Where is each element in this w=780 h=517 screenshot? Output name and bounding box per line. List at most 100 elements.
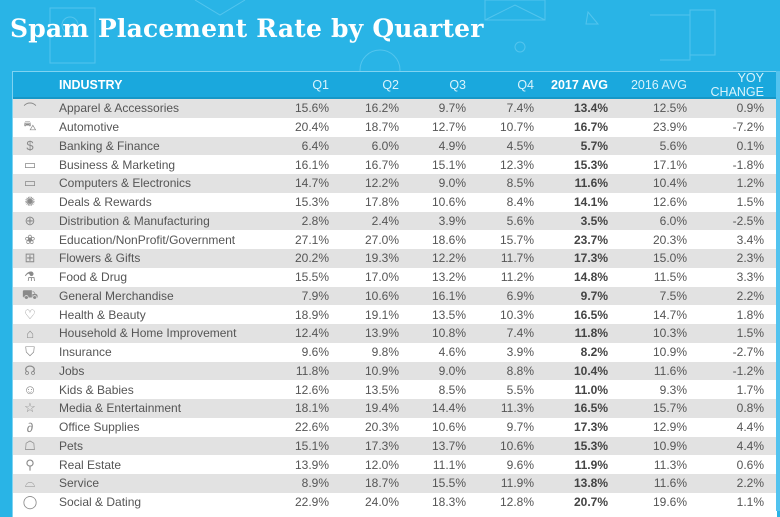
cell-avg2017: 11.9% [574, 457, 608, 472]
cell-avg2016: 20.3% [652, 232, 687, 247]
cell-avg2016: 10.3% [652, 326, 687, 341]
cell-q1: 8.9% [301, 476, 329, 491]
cell-q2: 13.5% [364, 382, 399, 397]
industry-name: Deals & Rewards [59, 195, 152, 210]
monitor-icon: ▭ [23, 175, 37, 191]
cell-q2: 19.4% [364, 401, 399, 416]
cell-avg2016: 23.9% [652, 120, 687, 135]
cell-avg2017: 11.6% [574, 176, 608, 191]
cell-q2: 17.8% [364, 195, 399, 210]
industry-name: Social & Dating [59, 495, 142, 510]
cell-q3: 16.1% [431, 288, 466, 303]
cell-avg2016: 15.7% [652, 401, 687, 416]
cell-q2: 19.1% [364, 307, 399, 322]
table-row: ⌓ Service 8.9% 18.7% 15.5% 11.9% 13.8% 11.6% 2.2… [13, 474, 777, 493]
cell-q1: 6.4% [301, 138, 329, 153]
column-header-q1: Q1 [312, 77, 329, 92]
cell-q4: 6.9% [506, 288, 534, 303]
cell-avg2016: 5.6% [659, 138, 687, 153]
cell-q1: 15.6% [294, 101, 329, 116]
spam-placement-table: INDUSTRY Q1 Q2 Q3 Q4 2017 AVG 2016 AVG Y… [12, 71, 777, 517]
cell-q4: 9.7% [506, 420, 534, 435]
cell-q2: 19.3% [364, 251, 399, 266]
cell-q1: 20.4% [294, 120, 329, 135]
table-row: ⛍ Automotive 20.4% 18.7% 12.7% 10.7% 16.7% 23.9… [13, 117, 777, 137]
cell-q1: 12.6% [294, 382, 329, 397]
cell-yoy: 1.8% [736, 307, 764, 322]
cell-q2: 16.7% [364, 157, 399, 172]
cell-avg2016: 10.9% [652, 438, 687, 453]
cell-q2: 9.8% [371, 345, 399, 360]
cell-q3: 14.4% [431, 401, 466, 416]
cell-q1: 14.7% [294, 176, 329, 191]
cell-avg2016: 15.0% [652, 251, 687, 266]
cell-avg2017: 20.7% [573, 495, 608, 510]
cell-yoy: 2.2% [736, 476, 764, 491]
cell-yoy: -2.7% [732, 345, 764, 360]
cell-q1: 9.6% [301, 345, 329, 360]
cell-q2: 10.6% [364, 288, 399, 303]
industry-name: Pets [59, 438, 84, 453]
cell-q4: 12.8% [499, 495, 534, 510]
cell-q3: 4.6% [438, 345, 466, 360]
table-row: ☺ Kids & Babies 12.6% 13.5% 8.5% 5.5% 11.0% 9.3… [13, 380, 777, 399]
cell-yoy: 4.4% [736, 420, 764, 435]
cell-q3: 9.0% [438, 176, 466, 191]
cell-q3: 18.3% [431, 495, 466, 510]
cell-avg2016: 11.6% [653, 363, 687, 378]
cell-q2: 18.7% [364, 476, 399, 491]
table-row: ♡ Health & Beauty 18.9% 19.1% 13.5% 10.3% 16.5… [13, 305, 777, 324]
cell-avg2017: 15.3% [573, 157, 608, 172]
cell-q4: 12.3% [499, 157, 534, 172]
cell-yoy: -1.2% [732, 363, 764, 378]
table-row: ⊞ Flowers & Gifts 20.2% 19.3% 12.2% 11.7% 17.3… [13, 249, 777, 268]
cell-q4: 8.4% [506, 195, 534, 210]
cell-q1: 15.3% [294, 195, 329, 210]
cell-q1: 22.9% [294, 495, 329, 510]
cell-avg2016: 11.6% [653, 476, 687, 491]
cell-q3: 13.2% [431, 270, 466, 285]
cell-avg2017: 17.3% [573, 420, 608, 435]
speech-bubble-icon: ◯ [22, 494, 38, 510]
circles-icon: ❀ [24, 231, 36, 247]
industry-name: Media & Entertainment [59, 401, 182, 416]
industry-name: Education/NonProfit/Government [59, 232, 236, 247]
cell-q3: 13.7% [431, 438, 466, 453]
column-header-q2: Q2 [382, 77, 399, 92]
cell-yoy: -2.5% [732, 213, 764, 228]
cell-avg2017: 14.8% [573, 270, 608, 285]
cell-yoy: 0.1% [736, 138, 764, 153]
cell-q4: 11.9% [500, 476, 534, 491]
table-row: ⚲ Real Estate 13.9% 12.0% 11.1% 9.6% 11.9% 11.3… [13, 455, 777, 474]
cell-avg2016: 19.6% [652, 495, 687, 510]
cell-q4: 10.7% [499, 120, 534, 135]
industry-name: Real Estate [59, 457, 122, 472]
cell-q3: 10.6% [431, 195, 466, 210]
cell-avg2016: 10.9% [652, 345, 687, 360]
dog-icon: ☖ [24, 437, 36, 453]
badge-icon: ✺ [24, 194, 36, 210]
flask-icon: ⚗ [24, 269, 36, 285]
cell-avg2016: 6.0% [659, 213, 687, 228]
cell-q4: 10.3% [499, 307, 534, 322]
right-edge-strip [776, 71, 780, 511]
cell-q2: 2.4% [371, 213, 399, 228]
cell-q3: 10.6% [431, 420, 466, 435]
cell-q4: 7.4% [506, 326, 534, 341]
cell-q3: 11.1% [432, 457, 466, 472]
cell-q1: 15.5% [294, 270, 329, 285]
industry-name: Flowers & Gifts [59, 251, 141, 266]
cell-avg2017: 16.7% [573, 120, 608, 135]
industry-name: Household & Home Improvement [59, 326, 237, 341]
smiley-icon: ☺ [23, 382, 37, 398]
cell-q4: 9.6% [506, 457, 534, 472]
cell-yoy: 4.4% [736, 438, 764, 453]
table-row: ▭ Business & Marketing 16.1% 16.7% 15.1% 12.3… [13, 155, 777, 174]
heart-pulse-icon: ♡ [24, 306, 36, 322]
industry-name: Distribution & Manufacturing [59, 213, 210, 228]
cell-avg2017: 8.2% [580, 345, 608, 360]
cell-q4: 3.9% [506, 345, 534, 360]
cell-q3: 13.5% [431, 307, 466, 322]
cell-q4: 11.2% [500, 270, 534, 285]
cell-q3: 18.6% [431, 232, 466, 247]
